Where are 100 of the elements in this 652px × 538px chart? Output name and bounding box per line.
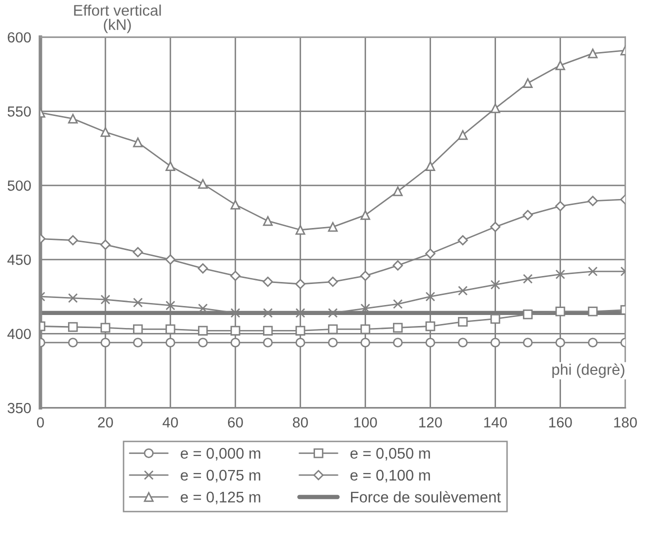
point: [166, 161, 176, 171]
y-tick-label: 500: [8, 180, 31, 191]
point: [198, 263, 208, 274]
x-tick-label: 60: [228, 417, 243, 428]
point: [133, 138, 143, 148]
point: [263, 326, 273, 336]
x-tick-label: 20: [98, 417, 113, 428]
point: [68, 338, 78, 348]
point: [490, 280, 500, 290]
point: [328, 338, 338, 348]
legend-label: Force de soulèvement: [351, 491, 501, 502]
point: [588, 196, 598, 206]
point: [166, 324, 176, 334]
point: [230, 308, 240, 318]
point: [522, 338, 533, 348]
point: [360, 304, 370, 314]
point: [392, 322, 403, 333]
legend-label: e = 0,000 m: [180, 448, 260, 461]
x-tick-label: 80: [292, 417, 308, 428]
point: [132, 247, 144, 258]
x-tick-label: 120: [419, 417, 442, 428]
point: [198, 338, 208, 348]
x-tick-label: 180: [614, 417, 637, 428]
point: [230, 270, 240, 281]
y-axis-title: Effort vertical (kN): [74, 4, 161, 34]
point: [458, 130, 468, 140]
point: [458, 286, 468, 296]
point: [165, 254, 176, 265]
legend-label: e = 0,125 m: [180, 492, 260, 504]
point: [392, 299, 403, 309]
point: [198, 304, 208, 314]
point: [295, 225, 306, 235]
point: [490, 338, 500, 348]
point: [263, 338, 273, 348]
point: [68, 235, 78, 246]
point: [68, 293, 78, 303]
x-tick-label: 140: [484, 417, 507, 428]
legend-label: e = 0,075 m: [180, 470, 260, 482]
point: [295, 278, 306, 290]
legend-label: e = 0,100 m: [350, 470, 430, 482]
point: [133, 338, 143, 348]
point: [555, 269, 566, 280]
point: [328, 324, 338, 334]
point: [588, 48, 598, 58]
y-tick-label: 550: [8, 106, 31, 117]
point: [522, 210, 533, 220]
point: [588, 306, 598, 316]
point: [230, 326, 240, 336]
point: [100, 240, 111, 250]
x-axis-title: phi (degrè): [552, 364, 624, 378]
point: [230, 338, 240, 348]
y-tick-label: 600: [8, 32, 31, 43]
point: [522, 78, 533, 88]
point: [425, 248, 436, 259]
point: [68, 322, 78, 332]
point: [425, 292, 436, 302]
point: [100, 338, 110, 348]
point: [555, 306, 566, 316]
point: [555, 201, 566, 212]
x-tick-label: 100: [354, 417, 377, 428]
point: [490, 103, 500, 114]
point: [166, 338, 176, 348]
point: [100, 322, 110, 333]
point: [295, 326, 306, 336]
point: [230, 200, 240, 210]
x-tick-label: 0: [36, 417, 44, 428]
point: [555, 60, 566, 70]
point: [458, 235, 468, 246]
point: [166, 300, 176, 310]
point: [262, 276, 273, 287]
point: [425, 338, 436, 348]
point: [360, 270, 370, 281]
x-tick-label: 160: [549, 417, 572, 428]
point: [522, 274, 533, 284]
point: [360, 338, 370, 348]
point: [100, 294, 110, 304]
point: [328, 276, 338, 287]
point: [490, 314, 500, 324]
point: [458, 338, 468, 348]
point: [425, 321, 436, 332]
point: [392, 338, 403, 348]
point: [68, 114, 78, 124]
point: [328, 308, 338, 318]
point: [360, 324, 370, 334]
point: [295, 308, 306, 318]
point: [295, 338, 306, 348]
point: [392, 186, 403, 196]
point: [588, 266, 598, 276]
point: [490, 222, 500, 232]
point: [360, 210, 370, 220]
point: [133, 298, 143, 308]
point: [198, 326, 208, 336]
point: [522, 310, 533, 320]
point: [198, 179, 208, 189]
point: [328, 222, 338, 232]
point: [263, 308, 273, 318]
x-tick-label: 40: [162, 417, 178, 428]
point: [133, 324, 143, 334]
y-tick-label: 400: [7, 328, 31, 340]
y-tick-label: 350: [8, 402, 31, 414]
